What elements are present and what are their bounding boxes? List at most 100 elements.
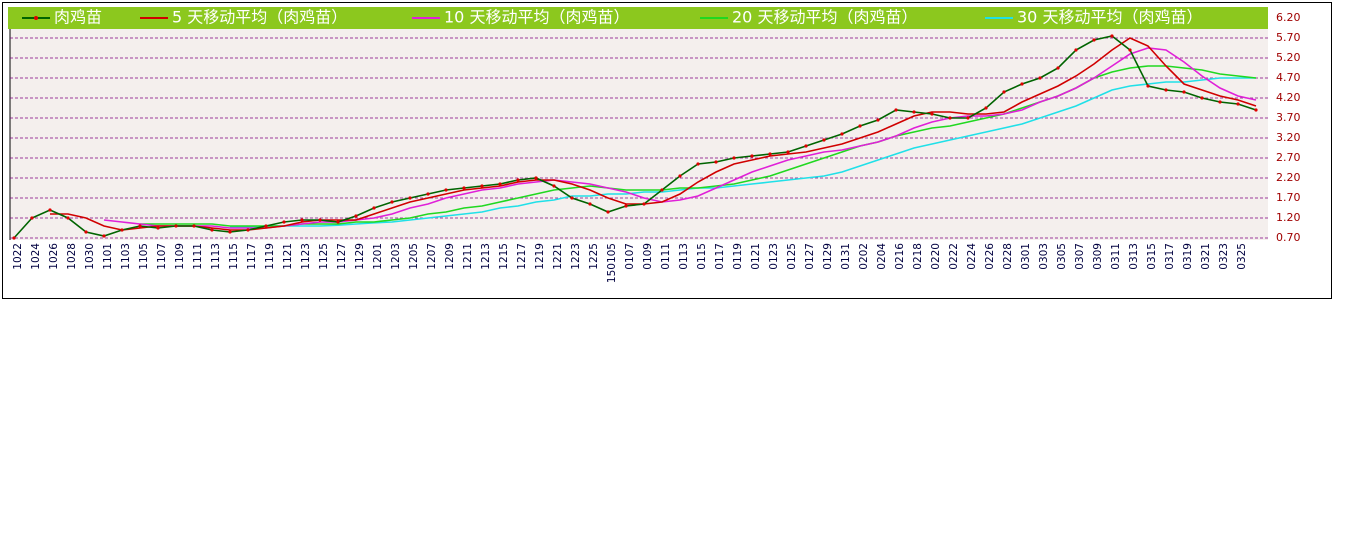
series-line <box>103 47 1257 229</box>
x-tick-label: 0317 <box>1164 243 1176 270</box>
point-marker <box>1164 88 1168 92</box>
point-marker <box>300 218 304 222</box>
x-tick-label: 0321 <box>1200 243 1212 270</box>
x-tick-label: 0307 <box>1074 243 1086 270</box>
x-tick-label: 0123 <box>768 243 780 270</box>
series-line <box>230 77 1256 228</box>
x-tick-label: 0313 <box>1128 243 1140 270</box>
x-tick-label: 0204 <box>876 243 888 270</box>
x-tick-label: 0301 <box>1020 243 1032 270</box>
point-marker <box>444 188 448 192</box>
x-tick-label: 1205 <box>408 243 420 270</box>
point-marker <box>1182 90 1186 94</box>
y-tick-label: 3.70 <box>1276 111 1301 124</box>
legend-label: 20 天移动平均（肉鸡苗） <box>732 8 917 27</box>
point-marker <box>336 220 340 224</box>
point-marker <box>1038 76 1042 80</box>
x-tick-label: 1117 <box>246 243 258 270</box>
y-tick-label: 2.70 <box>1276 151 1301 164</box>
x-tick-label: 0303 <box>1038 243 1050 270</box>
x-tick-label: 0216 <box>894 243 906 270</box>
x-tick-label: 0125 <box>786 243 798 270</box>
point-marker <box>1128 48 1132 52</box>
x-tick-label: 0228 <box>1002 243 1014 270</box>
x-tick-label: 1026 <box>48 243 60 270</box>
x-tick-label: 1219 <box>534 243 546 270</box>
point-marker <box>1146 84 1150 88</box>
point-marker <box>120 228 124 232</box>
point-marker <box>516 178 520 182</box>
point-marker <box>732 156 736 160</box>
x-tick-label: 0111 <box>660 243 672 270</box>
legend-label: 肉鸡苗 <box>54 8 102 27</box>
lines <box>12 34 1258 240</box>
x-tick-label: 1127 <box>336 243 348 270</box>
x-tick-label: 0323 <box>1218 243 1230 270</box>
plot-area <box>10 18 1268 240</box>
point-marker <box>372 206 376 210</box>
point-marker <box>246 228 250 232</box>
point-marker <box>228 230 232 234</box>
point-marker <box>66 216 70 220</box>
point-marker <box>678 174 682 178</box>
point-marker <box>1092 38 1096 42</box>
point-marker <box>354 214 358 218</box>
point-marker <box>156 226 160 230</box>
point-marker <box>1236 102 1240 106</box>
point-marker <box>588 202 592 206</box>
x-tick-label: 1111 <box>192 243 204 270</box>
point-marker <box>840 132 844 136</box>
point-marker <box>1218 100 1222 104</box>
x-tick-label: 0315 <box>1146 243 1158 270</box>
point-marker <box>192 224 196 228</box>
x-tick-label: 1103 <box>120 243 132 270</box>
x-tick-label: 0119 <box>732 243 744 270</box>
point-marker <box>408 196 412 200</box>
x-tick-label: 1125 <box>318 243 330 270</box>
x-tick-label: 1211 <box>462 243 474 270</box>
x-tick-label: 0311 <box>1110 243 1122 270</box>
x-tick-label: 0109 <box>642 243 654 270</box>
x-tick-label: 0107 <box>624 243 636 270</box>
x-tick-label: 1203 <box>390 243 402 270</box>
point-marker <box>966 116 970 120</box>
point-marker <box>876 118 880 122</box>
x-tick-label: 1209 <box>444 243 456 270</box>
x-tick-label: 0115 <box>696 243 708 270</box>
point-marker <box>480 184 484 188</box>
point-marker <box>390 200 394 204</box>
x-tick-label: 1201 <box>372 243 384 270</box>
legend-label: 30 天移动平均（肉鸡苗） <box>1017 8 1202 27</box>
point-marker <box>30 216 34 220</box>
point-marker <box>264 224 268 228</box>
x-tick-label: 0117 <box>714 243 726 270</box>
x-tick-label: 0222 <box>948 243 960 270</box>
point-marker <box>714 160 718 164</box>
point-marker <box>750 154 754 158</box>
y-tick-label: 1.70 <box>1276 191 1301 204</box>
point-marker <box>1254 108 1258 112</box>
point-marker <box>768 152 772 156</box>
point-marker <box>570 196 574 200</box>
point-marker <box>498 182 502 186</box>
x-tick-label: 0129 <box>822 243 834 270</box>
legend-label: 10 天移动平均（肉鸡苗） <box>444 8 629 27</box>
x-tick-label: 1030 <box>84 243 96 270</box>
x-tick-label: 0131 <box>840 243 852 270</box>
point-marker <box>12 236 16 240</box>
point-marker <box>948 116 952 120</box>
y-tick-label: 1.20 <box>1276 211 1301 224</box>
point-marker <box>1110 34 1114 38</box>
point-marker <box>912 110 916 114</box>
point-marker <box>1020 82 1024 86</box>
x-tick-label: 1217 <box>516 243 528 270</box>
x-tick-label: 1221 <box>552 243 564 270</box>
x-tick-label: 0319 <box>1182 243 1194 270</box>
x-tick-label: 1121 <box>282 243 294 270</box>
legend: 肉鸡苗 5 天移动平均（肉鸡苗） 10 天移动平均（肉鸡苗） 20 天移动平均（肉鸡苗… <box>22 8 1202 27</box>
point-marker <box>822 138 826 142</box>
y-tick-label: 6.20 <box>1276 11 1301 24</box>
point-marker <box>1200 96 1204 100</box>
x-tick-label: 1207 <box>426 243 438 270</box>
